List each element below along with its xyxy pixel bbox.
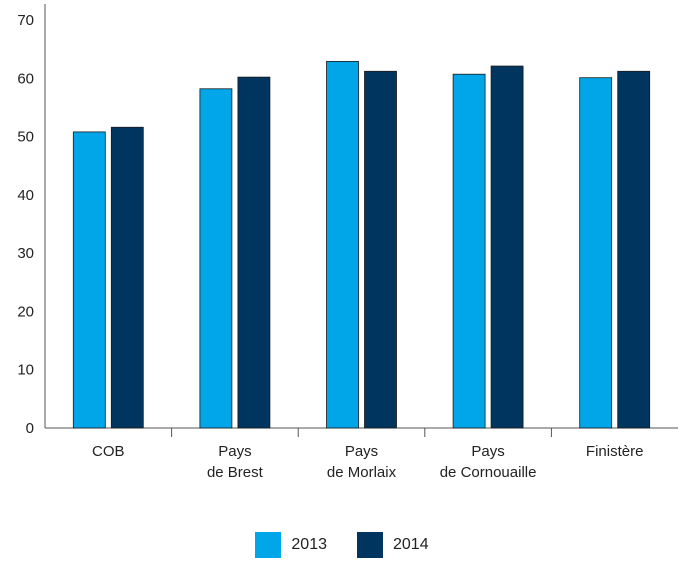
y-tick-label: 40 (17, 187, 34, 204)
y-tick-label: 0 (26, 420, 34, 437)
legend-swatch-2013 (255, 532, 282, 558)
bar-2014-4 (617, 70, 651, 429)
bar-2013-2 (326, 60, 359, 429)
legend-label-2013: 2013 (291, 536, 327, 553)
bar-2014-0 (110, 126, 144, 429)
y-tick-label: 70 (17, 12, 34, 29)
bar-chart: 0 10 20 30 40 50 60 70 COB Pays de Brest Pays de Mor… (17, 4, 678, 481)
y-tick-label: 10 (17, 362, 34, 379)
bar-2014-3 (490, 65, 524, 429)
x-category-label: COB (92, 443, 125, 460)
x-category-label: de Cornouaille (440, 464, 537, 481)
y-tick-label: 30 (17, 245, 34, 262)
bar-2014-2 (364, 70, 397, 429)
x-category-label: Pays (218, 443, 251, 460)
bar-2013-1 (199, 88, 233, 429)
x-category-label: de Brest (207, 464, 264, 481)
x-category-label: Finistère (586, 443, 644, 460)
legend-item-2014: 2014 (357, 532, 429, 558)
bar-2013-0 (72, 131, 106, 429)
y-tick-label: 60 (17, 70, 34, 87)
y-tick-label: 20 (17, 303, 34, 320)
x-category-label: Pays (345, 443, 378, 460)
legend: 2013 2014 (0, 532, 684, 558)
bar-2013-4 (579, 77, 613, 429)
bar-2013-3 (452, 73, 486, 429)
legend-item-2013: 2013 (255, 532, 327, 558)
bar-2014-1 (237, 76, 271, 429)
y-tick-label: 50 (17, 129, 34, 146)
legend-swatch-2014 (357, 532, 383, 558)
legend-label-2014: 2014 (393, 536, 429, 553)
plot-area: 0 10 20 30 40 50 60 70 COB Pays de Brest Pays de Mor… (17, 4, 678, 481)
x-category-label: de Morlaix (327, 464, 397, 481)
x-category-label: Pays (471, 443, 504, 460)
